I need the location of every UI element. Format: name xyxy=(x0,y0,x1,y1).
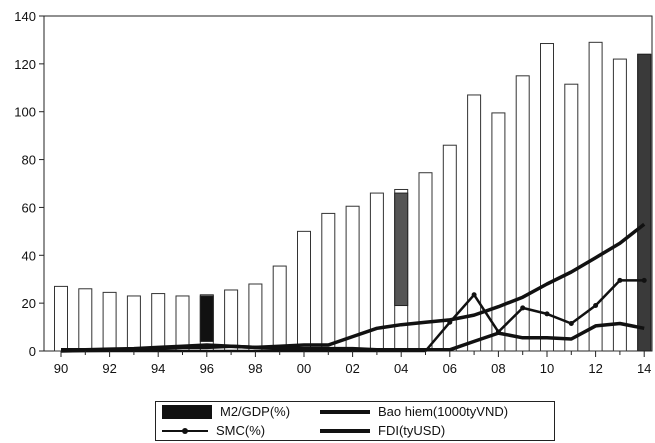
y-tick-label: 20 xyxy=(22,296,36,311)
point-smc xyxy=(617,277,623,283)
x-tick-label: 06 xyxy=(443,361,457,376)
point-smc xyxy=(641,277,647,283)
point-smc xyxy=(520,305,526,311)
point-smc xyxy=(544,311,550,317)
legend: M2/GDP(%) SMC(%) Bao hiem(1000tyVND) FDI… xyxy=(155,401,555,441)
legend-swatch-marker-line xyxy=(162,427,208,434)
bar xyxy=(175,295,190,352)
bar xyxy=(248,283,263,352)
legend-item-fdi: FDI(tyUSD) xyxy=(320,423,445,438)
legend-label-bao-hiem: Bao hiem(1000tyVND) xyxy=(378,404,509,419)
x-tick-label: 02 xyxy=(345,361,359,376)
bar xyxy=(272,265,287,352)
legend-swatch-line xyxy=(320,428,370,433)
x-tick-label: 08 xyxy=(491,361,505,376)
x-tick-label: 10 xyxy=(540,361,554,376)
y-tick-label: 0 xyxy=(29,344,36,359)
bar xyxy=(321,212,336,352)
y-axis-ticks: 0 20 40 60 80 100 120 140 xyxy=(14,9,44,359)
y-tick-label: 140 xyxy=(14,9,36,24)
y-tick-label: 100 xyxy=(14,105,36,120)
x-tick-label: 12 xyxy=(588,361,602,376)
legend-label-fdi: FDI(tyUSD) xyxy=(378,423,446,438)
x-tick-label: 92 xyxy=(102,361,116,376)
x-tick-label: 00 xyxy=(297,361,311,376)
y-tick-label: 120 xyxy=(14,57,36,72)
bar xyxy=(151,293,166,352)
x-tick-label: 96 xyxy=(200,361,214,376)
chart: 0 20 40 60 80 100 120 140 90 92 94 96 98 00 02 04 06 08 1… xyxy=(14,9,653,376)
point-smc xyxy=(471,292,477,298)
x-tick-label: 90 xyxy=(54,361,68,376)
legend-swatch-bar xyxy=(162,404,212,419)
bar xyxy=(491,112,506,352)
legend-item-bao-hiem: Bao hiem(1000tyVND) xyxy=(320,404,508,419)
y-tick-label: 60 xyxy=(22,200,36,215)
bar xyxy=(78,288,93,352)
bar xyxy=(224,289,239,352)
legend-swatch-line xyxy=(320,409,370,414)
y-tick-label: 80 xyxy=(22,153,36,168)
x-tick-label: 94 xyxy=(151,361,165,376)
x-tick-label: 04 xyxy=(394,361,408,376)
legend-item-m2-gdp: M2/GDP(%) xyxy=(162,404,290,419)
bar-highlight xyxy=(637,53,652,352)
x-axis-ticks: 90 92 94 96 98 00 02 04 06 08 10 12 14 xyxy=(54,351,651,376)
y-tick-label: 40 xyxy=(22,248,36,263)
point-smc xyxy=(568,320,574,326)
x-tick-label: 98 xyxy=(248,361,262,376)
m2-gdp-bars xyxy=(54,41,652,352)
bar xyxy=(297,230,311,352)
bar xyxy=(345,205,360,352)
legend-label-smc: SMC(%) xyxy=(216,423,266,438)
x-tick-label: 14 xyxy=(637,361,651,376)
bar xyxy=(612,58,627,352)
bar xyxy=(564,83,579,352)
point-smc xyxy=(593,303,599,309)
bar-highlight xyxy=(394,192,409,307)
bar xyxy=(102,291,117,352)
bar xyxy=(54,285,68,352)
bar xyxy=(540,43,554,352)
bar xyxy=(126,295,141,352)
bar-highlight xyxy=(199,295,214,342)
line-fdi-tyusd xyxy=(60,321,645,353)
legend-item-smc: SMC(%) xyxy=(162,423,265,438)
legend-label-m2-gdp: M2/GDP(%) xyxy=(220,404,291,419)
